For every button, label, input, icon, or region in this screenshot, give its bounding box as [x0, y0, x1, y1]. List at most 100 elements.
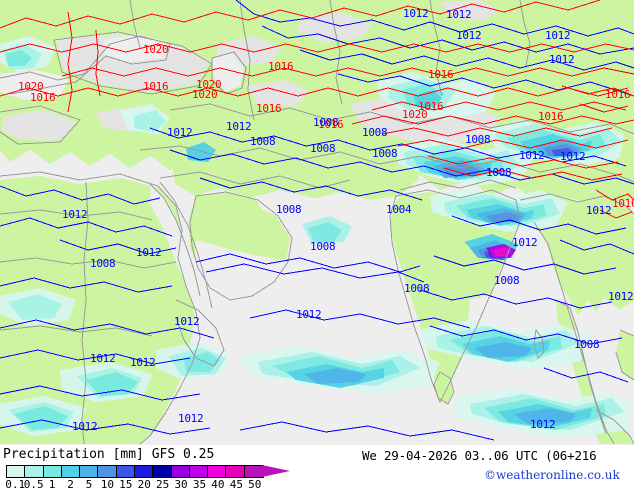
legend-color-cell [171, 466, 190, 477]
isobar-value: 1008 [486, 166, 511, 179]
isobar-value: 1008 [574, 338, 599, 351]
isobar-value: 1020 [402, 108, 427, 121]
legend-tick: 15 [119, 478, 133, 490]
legend-color-cell [134, 466, 154, 477]
legend-overflow-arrow-icon [262, 465, 290, 477]
isobar-value: 1012 [586, 204, 611, 217]
legend-tick: 0.5 [23, 478, 44, 490]
isobar-value: 1012 [512, 236, 537, 249]
isobar-value: 1012 [296, 308, 321, 321]
legend-tick: 5 [85, 478, 93, 490]
isobar-value: 1012 [456, 29, 481, 42]
isobar-value: 1008 [404, 282, 429, 295]
map-canvas[interactable]: 1020102010161016102010201016101610201020… [0, 0, 634, 445]
isobar-value: 1012 [178, 412, 203, 425]
isobar-value: 1012 [446, 8, 471, 21]
political-borders [0, 0, 634, 445]
legend-tick-labels: 0.1 0.5 1 2 5 10 15 20 25 30 35 40 45 50 [5, 478, 336, 490]
isobar-value: 1012 [608, 290, 633, 303]
copyright-label: ©weatheronline.co.uk [484, 468, 620, 482]
legend-color-cell [61, 466, 81, 477]
isobar-value: 1012 [226, 120, 251, 133]
legend-color-cell [208, 466, 227, 477]
legend-tick: 35 [192, 478, 207, 490]
valid-time-text: We 29-04-2026 03..06 UTC (06+216 [362, 448, 597, 463]
isobar-value: 1016 [30, 91, 55, 104]
legend-tick: 20 [137, 478, 151, 490]
isobar-value: 1016 [605, 88, 630, 101]
isobar-value: 1012 [519, 149, 544, 162]
legend-tick: 0.1 [5, 478, 26, 490]
map-footer: Precipitation [mm] GFS 0.25 We 29-04-202… [0, 445, 634, 490]
precipitation-map[interactable]: 1020102010161016102010201016101610201020… [0, 0, 634, 445]
isobar-value: 1012 [72, 420, 97, 433]
isobars-high [0, 0, 634, 219]
isobar-value: 1012 [174, 315, 199, 328]
legend-color-cell [25, 466, 44, 477]
isobar-value: 1016 [612, 197, 634, 210]
isobar-value: 1012 [530, 418, 555, 431]
isobar-value: 1020 [192, 88, 217, 101]
isobar-value: 1008 [310, 142, 335, 155]
product-title: Precipitation [mm] GFS 0.25 [3, 447, 215, 462]
isobar-value: 1020 [196, 78, 221, 91]
isobar-value: 1008 [465, 133, 490, 146]
isobar-value: 1012 [545, 29, 570, 42]
isobar-value: 1012 [62, 208, 87, 221]
isobar-value: 1016 [143, 80, 168, 93]
legend-colorbar[interactable] [6, 465, 264, 478]
legend-tick: 2 [67, 478, 74, 490]
isobar-value: 1008 [310, 240, 335, 253]
legend-color-cell [80, 466, 99, 477]
isobar-value: 1012 [90, 352, 115, 365]
isobar-value: 1016 [428, 68, 453, 81]
legend-color-cell [189, 466, 209, 477]
isobar-value: 1012 [549, 53, 574, 66]
isobar-value: 1008 [372, 147, 397, 160]
isobar-value: 1012 [136, 246, 161, 259]
legend-tick: 25 [156, 478, 170, 490]
isobar-value: 1004 [386, 203, 412, 216]
isobar-labels: 1020102010161016102010201016101610201020… [18, 7, 634, 433]
legend-tick: 40 [211, 478, 225, 490]
isobar-value: 1008 [250, 135, 275, 148]
legend-color-cell [7, 466, 26, 477]
isobar-value: 1020 [18, 80, 43, 93]
precipitation-legend[interactable]: 0.1 0.5 1 2 5 10 15 20 25 30 35 40 45 50 [5, 465, 336, 490]
isobar-value: 1016 [256, 102, 281, 115]
isobar-value: 1008 [494, 274, 519, 287]
isobar-value: 1016 [418, 100, 443, 113]
